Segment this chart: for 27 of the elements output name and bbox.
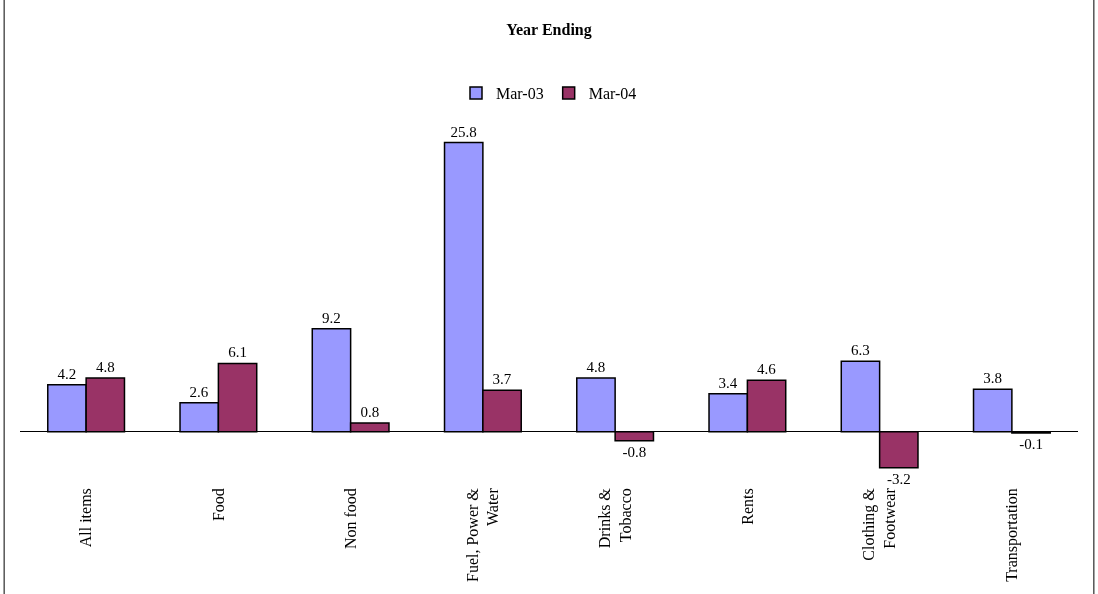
data-label: 0.8 [360, 403, 380, 420]
data-label: 4.8 [586, 359, 606, 376]
data-label: -0.1 [1019, 435, 1043, 452]
data-label: 3.8 [983, 370, 1003, 387]
data-label: -3.2 [886, 470, 911, 487]
x-tick-label: Non food [341, 488, 359, 550]
data-label: 4.6 [756, 361, 777, 378]
legend-label: Mar-03 [496, 85, 544, 103]
data-label: 6.3 [851, 342, 870, 359]
x-tick-label: Transportation [1003, 488, 1022, 582]
data-label: -0.8 [622, 443, 647, 460]
data-label: 4.8 [95, 359, 115, 376]
x-tick-label: Fuel, Power & Water [463, 487, 502, 582]
data-label: 25.8 [450, 123, 477, 140]
data-label: 2.6 [189, 383, 209, 400]
data-label: 9.2 [322, 309, 341, 326]
x-tick-label: Clothing & Footwear [860, 487, 899, 561]
data-label: 6.1 [228, 344, 247, 361]
data-label: 3.4 [718, 374, 738, 391]
chart-title: Year Ending [506, 20, 592, 39]
data-label: 4.2 [57, 365, 77, 382]
x-tick-label: All items [77, 488, 95, 548]
data-label: 3.7 [492, 371, 512, 388]
x-tick-label: Drinks & Tobacco [595, 487, 634, 549]
legend-label: Mar-04 [588, 85, 637, 103]
x-tick-label: Rents [738, 488, 756, 525]
x-tick-label: Food [209, 488, 227, 522]
